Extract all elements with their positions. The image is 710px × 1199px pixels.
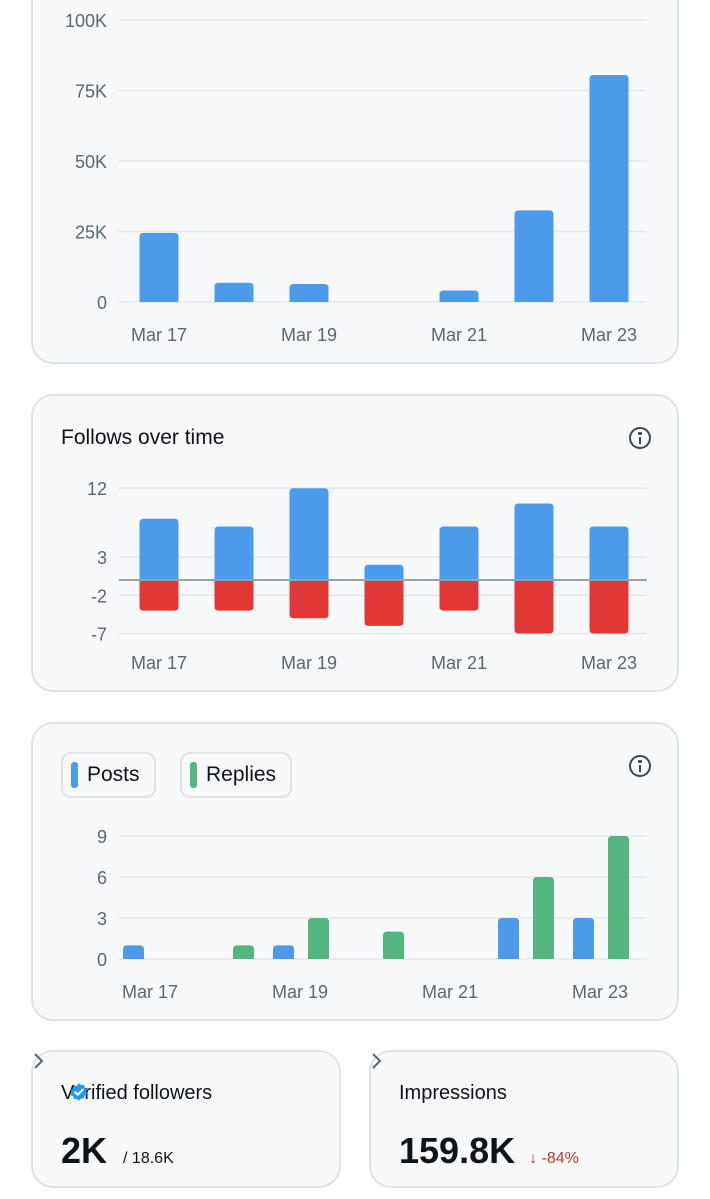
follows-bar — [439, 526, 479, 580]
x-tick-label: Mar 21 — [422, 982, 478, 1002]
verified-badge-icon — [70, 1083, 88, 1101]
y-tick-label: 25K — [75, 223, 107, 243]
y-tick-label: 0 — [97, 293, 107, 313]
y-tick-label: -7 — [91, 625, 107, 645]
verified-followers-value-row: 2K / 18.6K — [61, 1130, 174, 1172]
impressions-bar — [439, 290, 479, 302]
chevron-right-icon[interactable] — [371, 1052, 383, 1070]
x-tick-label: Mar 23 — [572, 982, 628, 1002]
follows-bar — [514, 503, 554, 580]
total-followers-value: / 18.6K — [123, 1150, 174, 1167]
replies-bar — [233, 945, 254, 959]
impressions-chart: 0 25K 50K 75K 100K Mar 17 Mar 19 Mar 21 Mar 23 — [65, 11, 647, 345]
unfollows-bar — [139, 580, 179, 611]
x-tick-label: Mar 23 — [581, 653, 637, 673]
posts-replies-chart: 0 3 6 9 Mar 17 Mar 19 Mar 21 Mar 23 — [97, 827, 647, 1002]
y-tick-label: 12 — [87, 479, 107, 499]
unfollows-bar — [439, 580, 479, 611]
replies-bar — [533, 877, 554, 959]
legend-posts-label: Posts — [87, 763, 140, 786]
y-tick-label: 6 — [97, 868, 107, 888]
impressions-bar — [289, 283, 329, 302]
posts-swatch — [71, 762, 78, 788]
posts-bar — [498, 918, 519, 959]
verified-followers-value: 2K — [61, 1130, 108, 1171]
unfollows-bar — [589, 580, 629, 634]
unfollows-bar — [214, 580, 254, 611]
impressions-label-row: Impressions — [399, 1082, 507, 1105]
impressions-value-row: 159.8K ↓ -84% — [399, 1130, 579, 1172]
follows-bar — [589, 526, 629, 580]
follows-chart: 12 3 -2 -7 Mar 17 Mar 19 Mar 21 Mar 23 — [87, 479, 647, 673]
y-tick-label: 75K — [75, 82, 107, 102]
info-icon[interactable] — [629, 427, 651, 449]
y-tick-label: 3 — [97, 909, 107, 929]
impressions-bar — [214, 282, 254, 302]
posts-bar — [123, 945, 144, 959]
follows-chart-card: Follows over time 12 3 -2 -7 Mar 17 Mar 19 Mar… — [31, 394, 679, 692]
verified-followers-card[interactable]: Verified followers 2K / 18.6K — [31, 1050, 341, 1188]
x-tick-label: Mar 19 — [272, 982, 328, 1002]
posts-bar — [573, 918, 594, 959]
info-icon[interactable] — [629, 755, 651, 777]
y-tick-label: 50K — [75, 152, 107, 172]
impressions-card[interactable]: Impressions 159.8K ↓ -84% — [369, 1050, 679, 1188]
verified-followers-label-row: Verified followers — [61, 1082, 212, 1105]
follows-chart-title: Follows over time — [61, 426, 225, 449]
legend-replies-label: Replies — [206, 763, 277, 786]
impressions-change: ↓ -84% — [529, 1150, 579, 1167]
chevron-right-icon[interactable] — [33, 1052, 45, 1070]
verified-followers-label: Verified followers — [61, 1082, 213, 1104]
replies-bar — [383, 931, 404, 959]
posts-replies-chart-card: Posts Replies 0 3 6 9 Mar 17 Mar 19 Mar 21 Mar … — [31, 722, 679, 1021]
unfollows-bar — [289, 580, 329, 619]
impressions-label: Impressions — [399, 1082, 507, 1104]
legend-posts-toggle[interactable]: Posts — [61, 752, 156, 798]
y-tick-label: 3 — [97, 548, 107, 568]
y-tick-label: 9 — [97, 827, 107, 847]
x-tick-label: Mar 21 — [431, 653, 487, 673]
impressions-bar — [589, 74, 629, 303]
x-tick-label: Mar 17 — [131, 653, 187, 673]
follows-bar — [289, 488, 329, 580]
follows-bar — [139, 518, 179, 580]
y-tick-label: 100K — [65, 11, 107, 31]
x-tick-label: Mar 19 — [281, 325, 337, 345]
legend-replies-toggle[interactable]: Replies — [180, 752, 293, 798]
impressions-value: 159.8K — [399, 1130, 516, 1171]
replies-bar — [608, 836, 629, 959]
unfollows-bar — [514, 580, 554, 634]
x-tick-label: Mar 19 — [281, 653, 337, 673]
x-tick-label: Mar 23 — [581, 325, 637, 345]
x-tick-label: Mar 17 — [131, 325, 187, 345]
impressions-bar — [514, 210, 554, 302]
y-tick-label: 0 — [97, 950, 107, 970]
posts-bar — [273, 945, 294, 959]
impressions-bar — [139, 232, 179, 302]
follows-bar — [364, 564, 404, 580]
x-tick-label: Mar 17 — [122, 982, 178, 1002]
x-tick-label: Mar 21 — [431, 325, 487, 345]
unfollows-bar — [364, 580, 404, 626]
y-tick-label: -2 — [91, 586, 107, 606]
follows-bar — [214, 526, 254, 580]
replies-bar — [308, 918, 329, 959]
impressions-chart-card: 0 25K 50K 75K 100K Mar 17 Mar 19 Mar 21 Mar 23 — [31, 0, 679, 364]
replies-swatch — [190, 762, 197, 788]
